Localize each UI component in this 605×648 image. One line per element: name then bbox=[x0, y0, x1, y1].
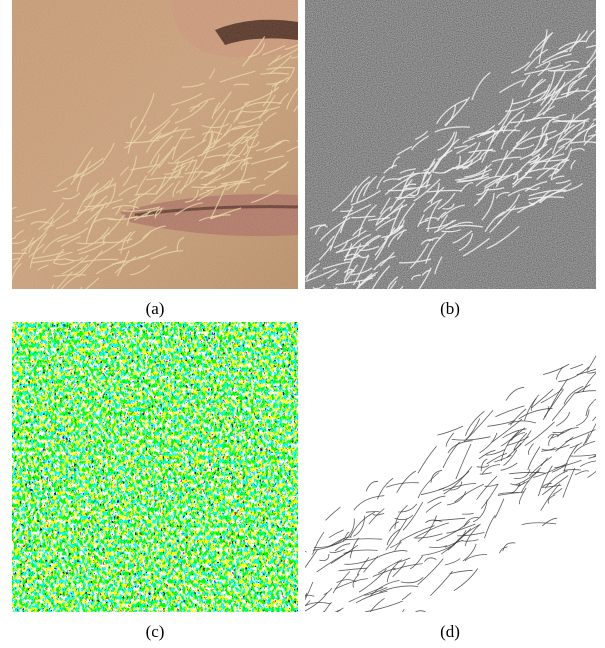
hair-stroke bbox=[299, 636, 311, 638]
hair-stroke bbox=[284, 637, 298, 648]
hair-stroke bbox=[316, 611, 325, 620]
caption: (a) bbox=[146, 299, 165, 318]
hair-stroke bbox=[52, 292, 89, 300]
panel-d-image bbox=[271, 322, 605, 648]
hair-stroke bbox=[331, 309, 344, 316]
hair-stroke bbox=[367, 305, 397, 307]
hair-stroke bbox=[71, 307, 79, 316]
hair-stroke bbox=[602, 45, 605, 78]
hair-stroke bbox=[23, 290, 31, 297]
noise bbox=[305, 0, 596, 289]
hair-stroke bbox=[318, 614, 331, 636]
hair-stroke bbox=[395, 609, 405, 629]
hair-stroke bbox=[286, 633, 314, 648]
hair-stroke bbox=[363, 613, 383, 619]
hair-stroke bbox=[596, 112, 605, 132]
orientation-map bbox=[12, 322, 298, 612]
hair-stroke bbox=[38, 310, 50, 317]
hair-stroke bbox=[33, 313, 44, 317]
hair-stroke bbox=[41, 290, 54, 318]
hair-stroke bbox=[386, 301, 396, 315]
hair-stroke bbox=[344, 627, 362, 631]
hair-stroke bbox=[598, 360, 605, 370]
hair-stroke bbox=[602, 398, 605, 406]
hair-stroke bbox=[360, 639, 390, 648]
hair-stroke bbox=[599, 433, 605, 452]
hair-stroke bbox=[296, 310, 329, 316]
hair-stroke bbox=[372, 612, 384, 624]
hair-stroke bbox=[367, 618, 382, 639]
hair-stroke bbox=[364, 618, 372, 637]
hair-stroke bbox=[341, 615, 361, 629]
hair-stroke bbox=[350, 310, 379, 314]
hair-stroke bbox=[299, 618, 338, 624]
caption: (d) bbox=[440, 622, 460, 641]
hair-stroke bbox=[320, 625, 343, 648]
figure: (a) (b) (c) (d) bbox=[0, 0, 605, 648]
hair-stroke bbox=[0, 251, 7, 262]
hair-stroke bbox=[24, 299, 54, 304]
hair-stroke bbox=[553, 432, 564, 433]
panel-c-image bbox=[12, 322, 298, 612]
hair-stroke bbox=[596, 38, 605, 70]
hair-stroke bbox=[15, 309, 33, 324]
hair-stroke bbox=[2, 298, 26, 315]
hair-stroke bbox=[0, 339, 4, 345]
hair-stroke bbox=[71, 308, 95, 310]
panel-a-image bbox=[0, 0, 344, 346]
caption: (c) bbox=[146, 622, 165, 641]
hair-stroke bbox=[316, 631, 351, 646]
hair-stroke bbox=[351, 293, 377, 307]
hair-stroke bbox=[341, 301, 363, 318]
hair-stroke bbox=[329, 289, 345, 301]
hair-stroke bbox=[595, 99, 605, 107]
hair-stroke bbox=[597, 12, 605, 31]
hair-stroke bbox=[378, 286, 403, 316]
hair-stroke bbox=[601, 478, 605, 483]
hair-stroke bbox=[285, 303, 311, 309]
hair-stroke bbox=[380, 299, 390, 309]
hair-stroke bbox=[595, 112, 604, 133]
hair-stroke bbox=[316, 288, 337, 309]
texture bbox=[12, 0, 298, 289]
background bbox=[305, 322, 596, 612]
caption: (b) bbox=[440, 299, 460, 318]
panel-b-image bbox=[275, 0, 605, 334]
